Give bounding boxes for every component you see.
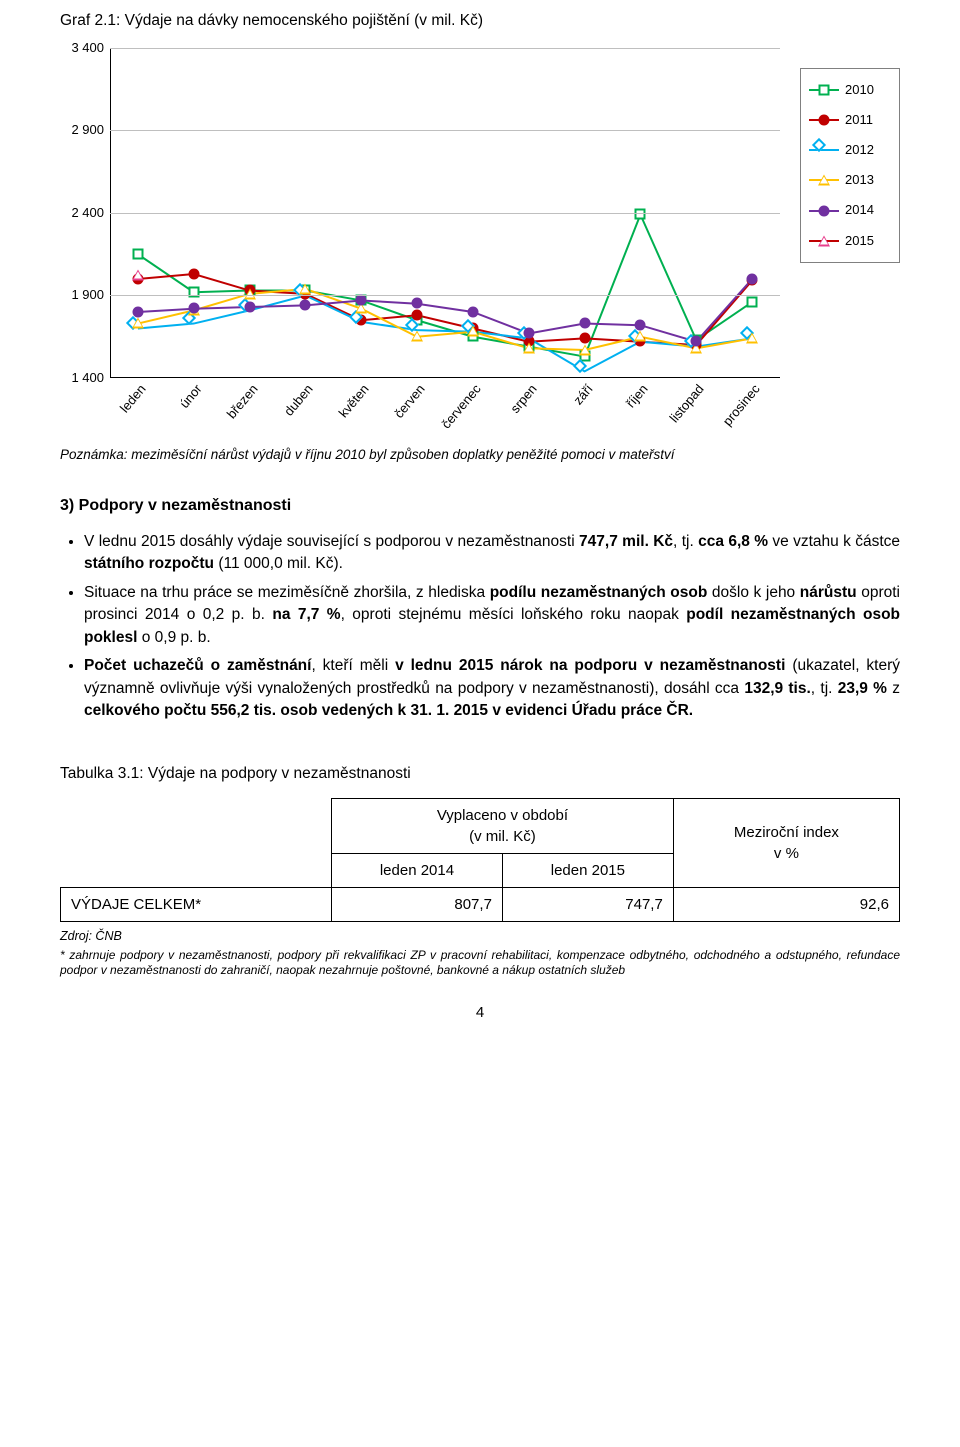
chart-marker [467,326,479,337]
table-footnote: * zahrnuje podpory v nezaměstnanosti, po… [60,948,900,978]
chart-marker [132,270,144,281]
x-tick-label: leden [116,380,150,416]
chart-footnote: Poznámka: meziměsíční nárůst výdajů v ří… [60,446,900,465]
chart-plot-area [110,48,780,378]
x-tick-label: červen [390,380,429,422]
legend-item: 2011 [809,105,891,135]
chart-marker [523,328,534,339]
x-tick-label: březen [222,380,261,422]
chart-marker [412,298,423,309]
section-heading: 3) Podpory v nezaměstnanosti [60,495,900,517]
chart-marker [299,283,311,294]
y-tick-label: 2 400 [71,204,104,222]
legend-item: 2015 [809,226,891,256]
legend-item: 2010 [809,75,891,105]
y-tick-label: 3 400 [71,39,104,57]
chart-marker [188,268,199,279]
chart-marker [467,306,478,317]
chart-marker [747,296,758,307]
chart-marker [300,300,311,311]
table-cell: 807,7 [332,888,503,922]
chart-y-axis: 1 4001 9002 4002 9003 400 [60,48,110,378]
table-cell: 747,7 [502,888,673,922]
legend-item: 2014 [809,195,891,225]
list-item: Situace na trhu práce se meziměsíčně zho… [84,582,900,649]
chart-marker [356,317,366,327]
chart-marker [188,303,199,314]
chart-title: Graf 2.1: Výdaje na dávky nemocenského p… [60,10,900,32]
x-tick-label: červenec [437,380,485,432]
chart-marker [691,336,702,347]
chart-marker [244,288,256,299]
legend-item: 2012 [809,135,891,165]
chart-marker [579,333,590,344]
chart-marker [747,273,758,284]
chart-marker [579,344,591,355]
x-tick-label: září [569,380,597,408]
chart-marker [132,248,143,259]
chart-marker [244,301,255,312]
table-header-col1: leden 2014 [332,854,503,888]
chart-marker [580,366,590,376]
chart-marker [189,318,199,328]
y-tick-label: 2 900 [71,121,104,139]
chart-marker [635,319,646,330]
chart-marker [132,318,144,329]
chart-container: 1 400 1 900 2 400 2 900 3 400 leden únor březe… [60,38,900,438]
chart-x-axis: leden únor březen duben květen červenčervenec… [110,378,780,438]
x-tick-label: duben [281,380,318,419]
page-number: 4 [60,1002,900,1023]
table-header-group: Vyplaceno v období (v mil. Kč) [332,799,674,854]
chart-marker [411,331,423,342]
chart-marker [132,306,143,317]
x-tick-label: únor [175,380,206,412]
chart-marker [579,318,590,329]
chart-marker [635,209,646,220]
x-tick-label: srpen [506,380,541,417]
table-title: Tabulka 3.1: Výdaje na podpory v nezaměs… [60,763,900,785]
bullet-list: V lednu 2015 dosáhly výdaje související … [60,531,900,723]
chart-marker [746,333,758,344]
chart-legend: 201020112012201320142015 [800,68,900,263]
y-tick-label: 1 900 [71,286,104,304]
table-source: Zdroj: ČNB [60,928,900,946]
table-header-col2: leden 2015 [502,854,673,888]
y-tick-label: 1 400 [71,369,104,387]
table-cell: 92,6 [673,888,899,922]
table-row-label: VÝDAJE CELKEM* [61,888,332,922]
x-tick-label: říjen [623,380,653,411]
legend-item: 2013 [809,165,891,195]
chart-marker [634,331,646,342]
data-table: Vyplaceno v období (v mil. Kč) Meziroční… [60,798,900,922]
x-tick-label: listopad [666,380,709,426]
chart-marker [523,342,535,353]
table-header-index: Meziroční index v % [673,799,899,888]
list-item: Počet uchazečů o zaměstnání, kteří měli … [84,655,900,722]
list-item: V lednu 2015 dosáhly výdaje související … [84,531,900,576]
x-tick-label: prosinec [719,380,765,429]
chart-marker [356,295,367,306]
x-tick-label: květen [335,380,374,421]
